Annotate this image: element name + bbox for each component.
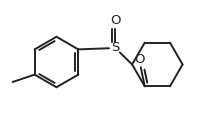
Text: O: O [110,14,121,27]
Text: S: S [111,42,120,55]
Text: O: O [134,53,145,66]
